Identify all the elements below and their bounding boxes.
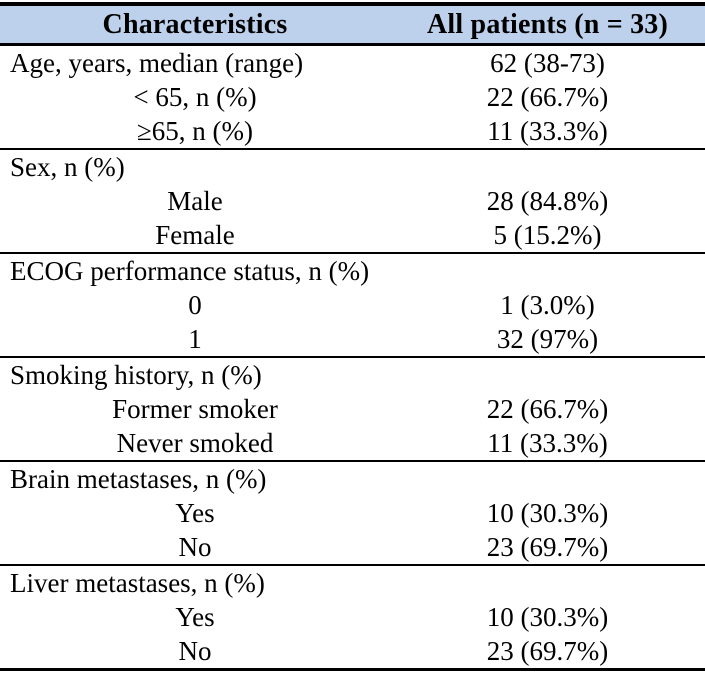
section-sex: Sex, n (%) Male 28 (84.8%) Female 5 (15.2%) [0,149,705,253]
row-value [390,357,705,392]
row-value: 23 (69.7%) [486,532,609,562]
row-label: Smoking history, n (%) [10,360,262,390]
table-header: Characteristics All patients (n = 33) [0,2,705,46]
section-ecog: ECOG performance status, n (%) 0 1 (3.0%) 1… [0,253,705,357]
row-value: 22 (66.7%) [486,394,609,424]
row-value: 11 (33.3%) [487,428,608,458]
row-label: ≥65, n (%) [136,116,254,146]
table-row: Yes 10 (30.3%) [0,496,705,530]
col-header-all-patients: All patients (n = 33) [390,2,705,46]
table-row: Smoking history, n (%) [0,357,705,392]
row-value [390,565,705,600]
table-row: Yes 10 (30.3%) [0,600,705,634]
row-label: Former smoker [112,394,278,424]
row-value: 11 (33.3%) [487,116,608,146]
row-label: 1 [188,324,202,354]
table-row: Former smoker 22 (66.7%) [0,392,705,426]
row-label: Male [167,186,223,216]
table-row: Sex, n (%) [0,149,705,184]
row-label: Yes [175,498,215,528]
section-liver-metastases: Liver metastases, n (%) Yes 10 (30.3%) No 23… [0,565,705,670]
table-row: No 23 (69.7%) [0,530,705,565]
row-value: 22 (66.7%) [486,82,609,112]
row-value: 32 (97%) [496,324,599,354]
table-container: Characteristics All patients (n = 33) Ag… [0,2,705,671]
row-label: Yes [175,602,215,632]
row-label: 0 [188,290,202,320]
row-label: No [178,636,212,666]
table-row: Female 5 (15.2%) [0,218,705,253]
row-value: 62 (38-73) [490,48,605,78]
table-row: Age, years, median (range) 62 (38-73) [0,45,705,81]
table-row: Brain metastases, n (%) [0,461,705,496]
table-row: Male 28 (84.8%) [0,184,705,218]
row-label: Brain metastases, n (%) [10,464,267,494]
row-value: 5 (15.2%) [493,220,602,250]
row-label: ECOG performance status, n (%) [10,256,370,286]
row-value: 1 (3.0%) [500,290,595,320]
section-smoking: Smoking history, n (%) Former smoker 22 (6… [0,357,705,461]
row-value [390,461,705,496]
row-value: 23 (69.7%) [486,636,609,666]
table-row: < 65, n (%) 22 (66.7%) [0,80,705,114]
table-row: Liver metastases, n (%) [0,565,705,600]
row-value: 10 (30.3%) [486,498,609,528]
row-value [390,253,705,288]
patient-characteristics-table: Characteristics All patients (n = 33) Ag… [0,2,705,671]
row-label: Never smoked [116,428,274,458]
row-value [390,149,705,184]
section-age: Age, years, median (range) 62 (38-73) < 65… [0,44,705,150]
row-value: 10 (30.3%) [486,602,609,632]
col-header-characteristics: Characteristics [0,2,390,46]
row-label: < 65, n (%) [133,82,257,112]
table-row: No 23 (69.7%) [0,634,705,670]
table-row: 1 32 (97%) [0,322,705,357]
row-label: Liver metastases, n (%) [10,568,265,598]
table-row: ECOG performance status, n (%) [0,253,705,288]
row-label: Age, years, median (range) [10,48,304,78]
row-label: Sex, n (%) [10,152,125,182]
table-header-row: Characteristics All patients (n = 33) [0,2,705,46]
row-value: 28 (84.8%) [486,186,609,216]
section-brain-metastases: Brain metastases, n (%) Yes 10 (30.3%) No 23… [0,461,705,565]
table-row: ≥65, n (%) 11 (33.3%) [0,114,705,149]
row-label: Female [155,220,235,250]
table-row: Never smoked 11 (33.3%) [0,426,705,461]
row-label: No [178,532,212,562]
table-row: 0 1 (3.0%) [0,288,705,322]
